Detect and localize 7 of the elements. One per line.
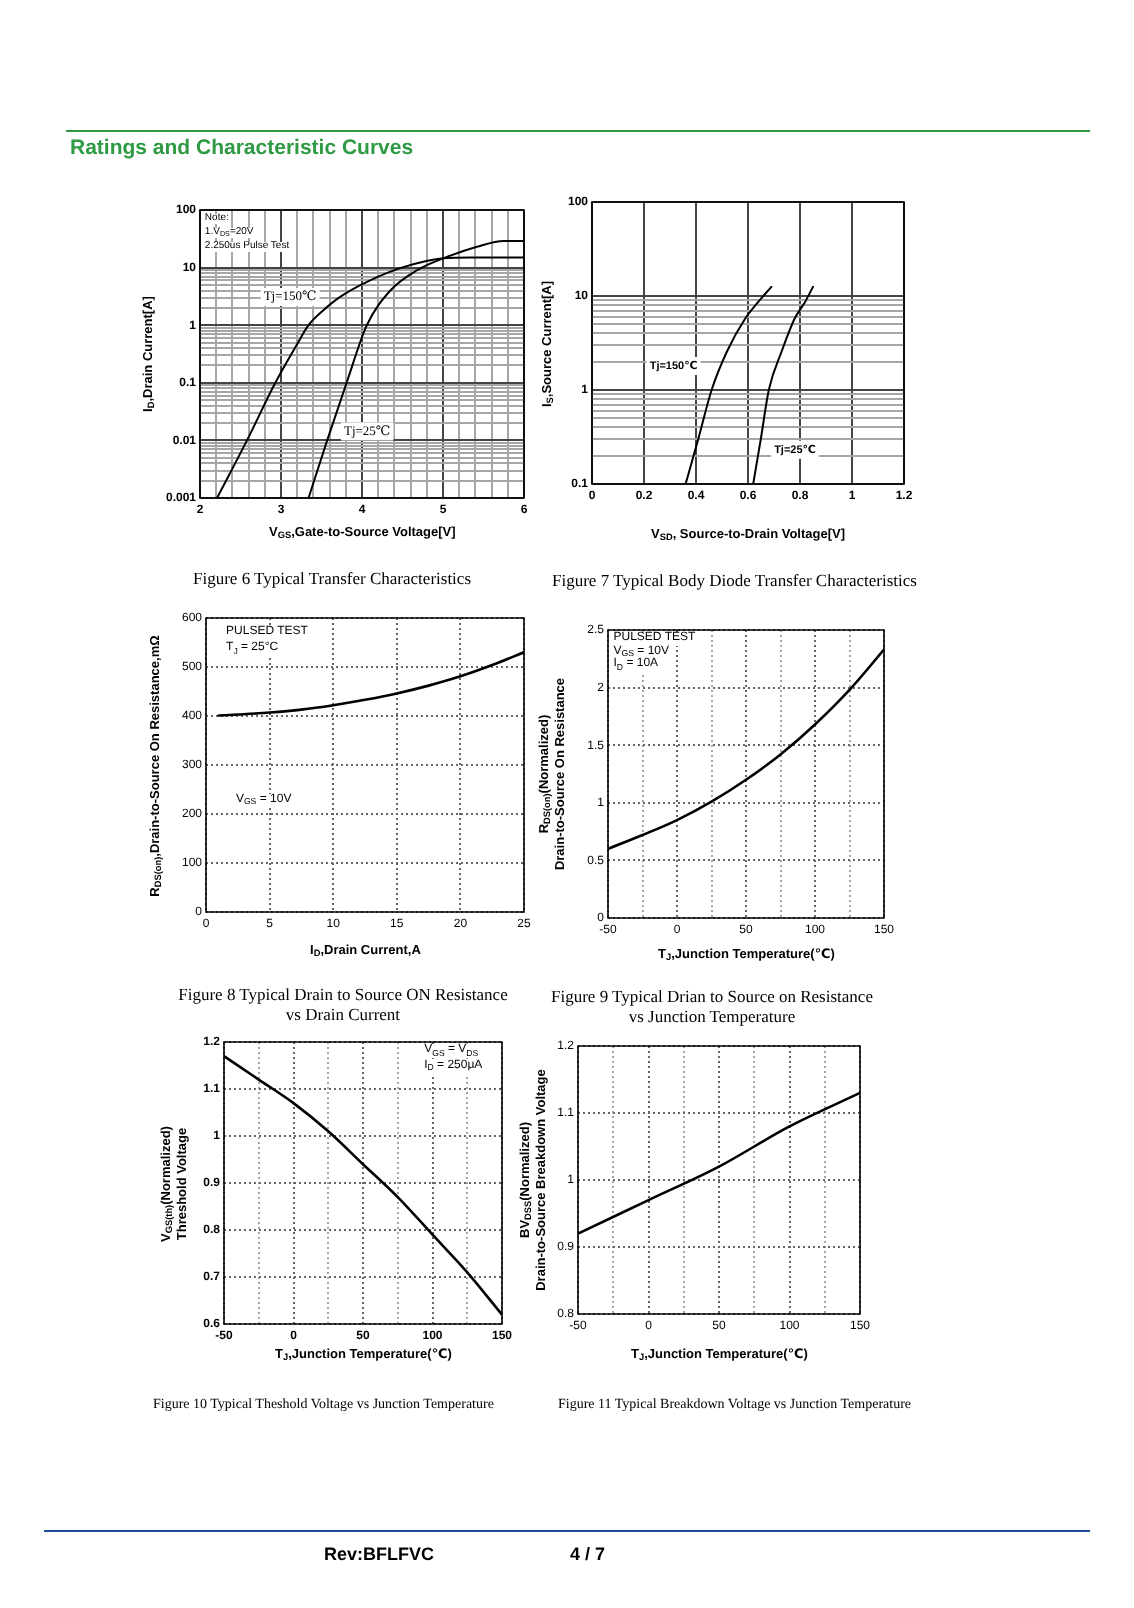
text: Ratings and Characteristic Curves (70, 136, 414, 160)
text: Figure 7 Typical Body Diode Transfer Characteristics (552, 570, 917, 590)
text: Figure 6 Typical Transfer Characteristics (193, 568, 471, 588)
text: Rev:BFLFVC (324, 1544, 435, 1564)
text: 4 / 7 (570, 1544, 606, 1564)
text: Figure 8 Typical Drain to Source ON Resistance vs Drain Current (176, 984, 510, 1024)
text: Figure 9 Typical Drian to Source on Resistance vs Junction Temperature (549, 986, 875, 1026)
